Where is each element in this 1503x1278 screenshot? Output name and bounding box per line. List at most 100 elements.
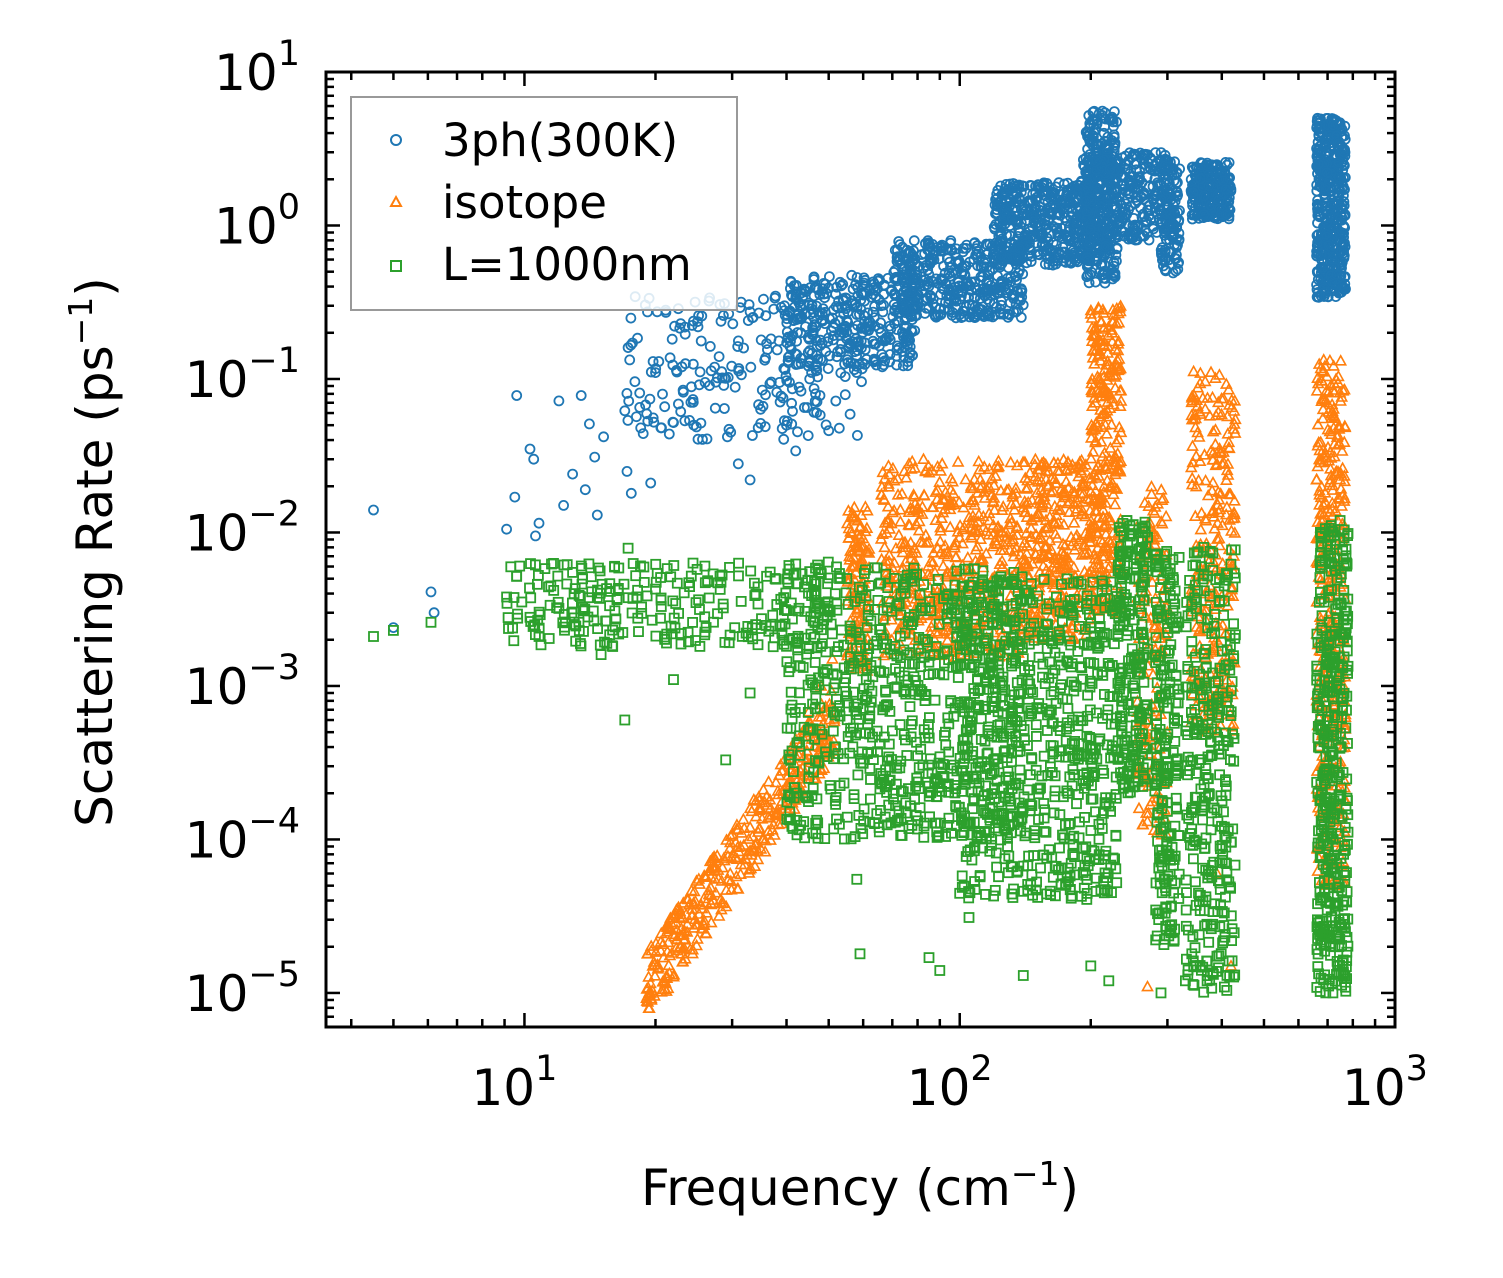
point-3ph (970, 249, 982, 261)
point-3ph (624, 354, 636, 366)
point-3ph (1223, 157, 1235, 169)
point-3ph (758, 293, 769, 305)
point-3ph (679, 328, 691, 340)
point-3ph (1035, 220, 1046, 231)
point-3ph (1001, 229, 1012, 241)
point-3ph (727, 318, 739, 330)
point-3ph (904, 334, 915, 346)
point-3ph (900, 303, 912, 314)
point-3ph (802, 430, 814, 442)
point-3ph (891, 344, 903, 356)
point-3ph (822, 363, 834, 375)
point-3ph (864, 285, 876, 297)
point-3ph (1042, 185, 1054, 197)
point-3ph (1104, 163, 1116, 175)
point-3ph (796, 311, 807, 322)
point-3ph (837, 278, 849, 290)
point-3ph (621, 387, 633, 399)
point-3ph (851, 350, 862, 362)
point-3ph (1015, 295, 1026, 306)
point-3ph (1080, 195, 1092, 207)
point-3ph (1171, 249, 1182, 261)
point-3ph (1162, 185, 1173, 196)
point-3ph (664, 352, 676, 364)
point-3ph (946, 267, 958, 278)
point-3ph (1198, 209, 1210, 221)
point-3ph (992, 238, 1004, 250)
point-3ph (622, 414, 634, 426)
point-3ph (792, 327, 803, 338)
point-3ph (1009, 289, 1020, 301)
point-3ph (634, 401, 646, 413)
point-3ph (1080, 126, 1092, 138)
point-3ph (990, 237, 1002, 249)
point-3ph (952, 286, 964, 298)
point-3ph (878, 289, 890, 300)
point-3ph (1109, 140, 1121, 151)
point-3ph (898, 351, 910, 363)
point-3ph (1202, 179, 1213, 191)
point-3ph (764, 378, 776, 390)
point-3ph (1169, 156, 1180, 168)
point-3ph (695, 335, 707, 347)
point-3ph (806, 303, 817, 315)
point-3ph (964, 256, 976, 268)
point-3ph (889, 244, 901, 256)
point-3ph (653, 356, 665, 367)
point-3ph (1083, 277, 1095, 289)
point-3ph (1104, 227, 1116, 239)
point-3ph (870, 354, 882, 366)
point-3ph (833, 422, 845, 434)
point-3ph (705, 365, 717, 377)
point-3ph (675, 406, 687, 418)
point-3ph (914, 280, 926, 292)
point-3ph (884, 334, 896, 346)
point-3ph (801, 402, 813, 413)
point-3ph (993, 287, 1005, 299)
point-3ph (1203, 169, 1214, 181)
point-3ph (1091, 155, 1103, 167)
point-3ph (995, 249, 1007, 261)
point-3ph (824, 313, 835, 325)
point-3ph (851, 301, 863, 313)
point-3ph (771, 344, 783, 356)
point-3ph (687, 358, 699, 370)
point-3ph (729, 381, 741, 393)
point-3ph (1014, 243, 1025, 255)
point-3ph (1094, 189, 1105, 201)
data-points (368, 105, 1354, 1014)
point-3ph (839, 389, 851, 401)
point-3ph (1187, 197, 1198, 209)
point-3ph (1159, 254, 1171, 266)
point-3ph (911, 303, 923, 315)
point-3ph (669, 320, 680, 332)
point-3ph (709, 402, 721, 414)
point-3ph (938, 284, 950, 296)
point-3ph (808, 383, 820, 395)
point-3ph (677, 384, 689, 396)
point-3ph (1088, 105, 1100, 117)
point-3ph (1131, 195, 1143, 207)
point-3ph (685, 396, 697, 408)
point-3ph (1025, 256, 1037, 267)
point-3ph (733, 335, 744, 347)
point-3ph (815, 334, 826, 346)
point-3ph (1016, 180, 1028, 192)
point-3ph (925, 292, 936, 303)
point-3ph (1090, 276, 1101, 288)
point-3ph (1133, 171, 1145, 183)
point-3ph (935, 309, 946, 321)
point-3ph (841, 354, 853, 366)
point-3ph (1025, 231, 1037, 243)
point-3ph (701, 433, 713, 445)
point-3ph (969, 282, 981, 294)
point-3ph (1049, 192, 1061, 204)
point-3ph (1171, 187, 1183, 199)
point-3ph (1030, 180, 1041, 192)
point-3ph (811, 340, 823, 352)
point-3ph (644, 393, 656, 405)
point-3ph (1099, 265, 1110, 277)
point-3ph (1174, 163, 1185, 175)
point-3ph (1093, 241, 1105, 253)
